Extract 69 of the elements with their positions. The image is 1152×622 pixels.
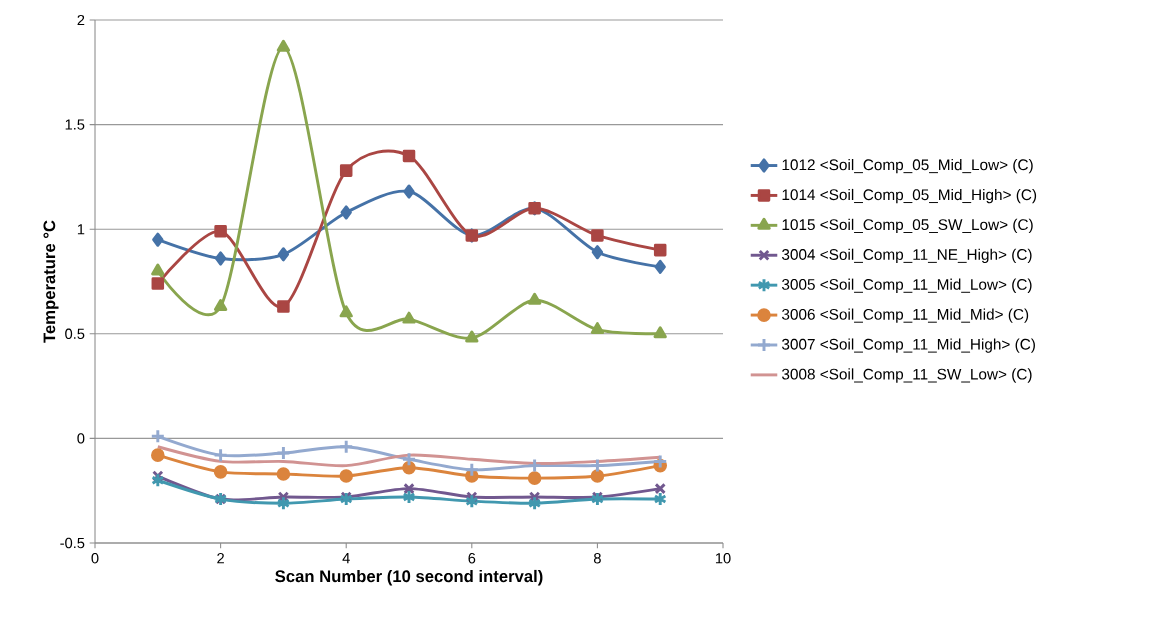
y-axis-title: Temperature °C xyxy=(43,220,59,343)
point xyxy=(653,326,667,339)
point xyxy=(339,305,353,318)
point xyxy=(654,259,666,274)
point xyxy=(339,164,353,177)
point xyxy=(213,447,229,463)
y-tick-label: 0 xyxy=(77,433,85,444)
x-tick-label: 2 xyxy=(217,553,224,564)
point xyxy=(465,493,479,509)
legend-label: 3008 <Soil_Comp_11_SW_Low> (C) xyxy=(782,368,1032,383)
point xyxy=(150,428,166,444)
y-tick-label: -0.5 xyxy=(60,537,85,549)
point xyxy=(339,469,354,483)
point xyxy=(590,469,605,483)
legend-label: 3006 <Soil_Comp_11_Mid_Mid> (C) xyxy=(782,308,1029,323)
point xyxy=(590,322,605,335)
y-tick-label: 2 xyxy=(77,14,85,26)
legend-label: 3004 <Soil_Comp_11_NE_High> (C) xyxy=(782,248,1032,263)
legend-label: 3007 <Soil_Comp_11_Mid_High> (C) xyxy=(782,338,1035,353)
point xyxy=(151,472,165,488)
legend-label: 1012 <Soil_Comp_05_Mid_Low> (C) xyxy=(782,158,1033,174)
point xyxy=(276,495,291,511)
point xyxy=(402,149,416,163)
point xyxy=(527,458,543,474)
legend-label: 1015 <Soil_Comp_05_SW_Low> (C) xyxy=(782,218,1033,234)
y-tick-label: 0.5 xyxy=(65,328,85,339)
legend-label: 3005 <Soil_Comp_11_Mid_Low> (C) xyxy=(782,278,1032,293)
point xyxy=(653,491,667,507)
point xyxy=(465,330,479,343)
point xyxy=(338,439,354,455)
point xyxy=(340,205,352,220)
point xyxy=(339,491,353,507)
point xyxy=(464,462,480,478)
point xyxy=(652,453,668,469)
x-tick-label: 10 xyxy=(715,553,731,564)
point xyxy=(401,451,417,467)
point xyxy=(152,232,164,247)
point xyxy=(151,263,165,276)
y-tick-label: 1 xyxy=(77,224,85,235)
point xyxy=(527,292,542,305)
point xyxy=(213,465,228,479)
point xyxy=(151,448,165,462)
point xyxy=(653,243,667,257)
point xyxy=(527,495,542,511)
x-tick-label: 4 xyxy=(342,553,350,564)
point xyxy=(275,445,291,461)
point xyxy=(277,247,290,262)
point xyxy=(276,467,291,481)
x-axis-title: Scan Number (10 second interval) xyxy=(275,569,543,586)
x-tick-label: 6 xyxy=(468,553,476,564)
point xyxy=(591,229,604,242)
point xyxy=(402,489,416,505)
y-tick-label: 1.5 xyxy=(65,119,85,130)
point xyxy=(402,311,416,324)
x-tick-label: 8 xyxy=(593,553,601,564)
point xyxy=(214,251,227,266)
point xyxy=(591,245,604,260)
point xyxy=(403,184,415,199)
legend-label: 1014 <Soil_Comp_05_Mid_High> (C) xyxy=(782,188,1037,204)
point xyxy=(277,300,290,313)
point xyxy=(527,471,542,485)
point xyxy=(213,299,228,312)
point xyxy=(214,225,227,238)
point xyxy=(654,482,666,495)
x-tick-label: 0 xyxy=(91,553,99,564)
point xyxy=(590,491,605,507)
point xyxy=(403,482,415,495)
point xyxy=(151,277,165,290)
point xyxy=(276,39,291,52)
